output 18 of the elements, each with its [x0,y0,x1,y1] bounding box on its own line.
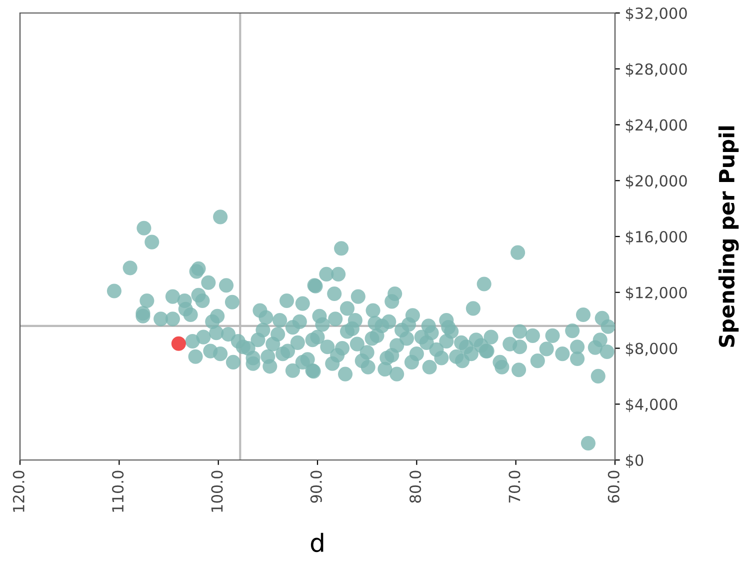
y-tick-label: $12,000 [626,286,687,300]
x-tick-label: 60.0 [608,470,620,503]
x-tick-label: 80.0 [410,470,422,503]
y-tick-label: $28,000 [626,63,687,77]
y-axis-title: Spending per Pupil [718,126,739,347]
x-tick-label: 70.0 [508,470,520,502]
y-tick-label: $24,000 [626,118,687,133]
x-tick-label: 90.0 [310,470,322,503]
x-tick-label: 110.0 [112,470,124,512]
y-tick-label: $8,000 [626,342,678,356]
y-tick-label: $16,000 [626,230,687,245]
y-tick-label: $20,000 [626,174,687,189]
x-tick-label: 100.0 [211,470,223,512]
y-tick-label: $32,000 [626,7,687,22]
y-tick-label: $4,000 [626,398,678,412]
x-axis-title: p [310,532,324,552]
y-tick-label: $0 [626,454,644,468]
x-tick-label: 120.0 [12,470,24,512]
